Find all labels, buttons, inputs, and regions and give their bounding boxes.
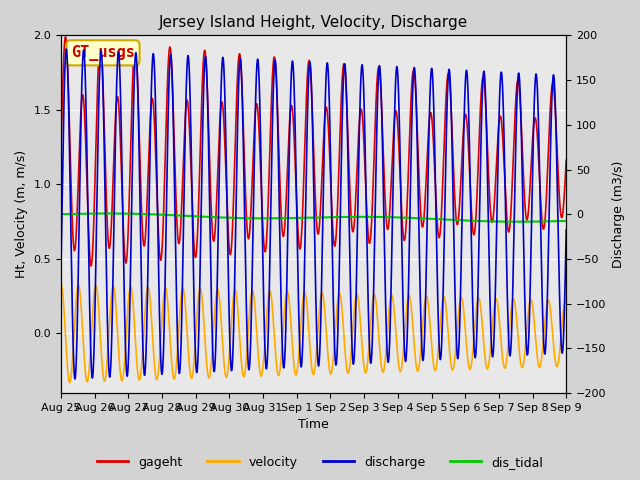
Legend: gageht, velocity, discharge, dis_tidal: gageht, velocity, discharge, dis_tidal <box>92 451 548 474</box>
Line: discharge: discharge <box>61 49 566 379</box>
velocity <box>386 301 394 307</box>
gageht <box>61 34 69 40</box>
Line: gageht: gageht <box>61 37 566 266</box>
dis_tidal <box>149 212 157 217</box>
discharge <box>71 376 79 382</box>
Text: GT_usgs: GT_usgs <box>71 45 135 61</box>
gageht <box>563 157 570 163</box>
velocity <box>473 305 481 311</box>
discharge <box>386 335 394 341</box>
dis_tidal <box>360 214 368 220</box>
Line: dis_tidal: dis_tidal <box>61 214 566 222</box>
discharge <box>563 227 570 232</box>
discharge <box>250 159 258 165</box>
dis_tidal <box>563 218 570 224</box>
discharge <box>435 313 442 319</box>
velocity <box>149 339 157 345</box>
discharge <box>360 104 368 110</box>
discharge <box>149 51 157 57</box>
velocity <box>563 299 570 304</box>
discharge <box>473 336 481 342</box>
gageht <box>435 231 442 237</box>
discharge <box>57 263 65 268</box>
velocity <box>360 365 368 371</box>
dis_tidal <box>434 216 442 222</box>
gageht <box>57 145 65 151</box>
velocity <box>66 380 74 385</box>
velocity <box>434 349 442 355</box>
dis_tidal <box>473 218 481 224</box>
velocity <box>57 281 65 287</box>
dis_tidal <box>514 219 522 225</box>
gageht <box>360 146 368 152</box>
discharge <box>63 46 70 52</box>
gageht <box>386 208 394 214</box>
X-axis label: Time: Time <box>298 419 329 432</box>
dis_tidal <box>386 214 394 220</box>
gageht <box>149 98 157 104</box>
dis_tidal <box>250 216 258 221</box>
Y-axis label: Ht, Velocity (m, m/s): Ht, Velocity (m, m/s) <box>15 150 28 278</box>
Y-axis label: Discharge (m3/s): Discharge (m3/s) <box>612 160 625 268</box>
velocity <box>250 296 258 301</box>
Line: velocity: velocity <box>61 284 566 383</box>
gageht <box>250 128 258 133</box>
dis_tidal <box>106 211 113 216</box>
dis_tidal <box>57 211 65 217</box>
Title: Jersey Island Height, Velocity, Discharge: Jersey Island Height, Velocity, Discharg… <box>159 15 468 30</box>
gageht <box>473 202 481 207</box>
gageht <box>87 263 95 269</box>
